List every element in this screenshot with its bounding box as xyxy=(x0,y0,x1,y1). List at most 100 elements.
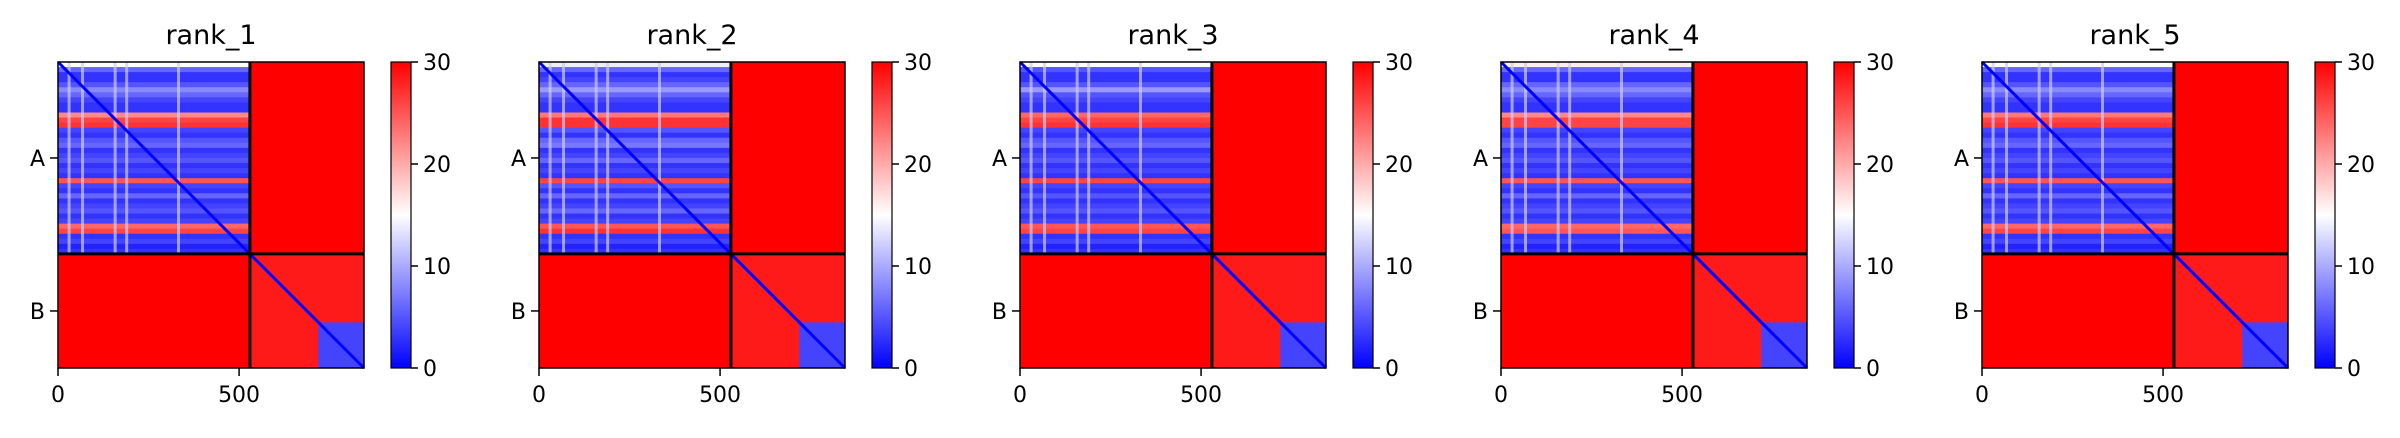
heatmap-streak xyxy=(1524,62,1528,254)
heatmap-row-a xyxy=(1982,97,2174,104)
colorbar-tick-label: 20 xyxy=(2347,153,2375,178)
colorbar-tick-label: 20 xyxy=(1385,153,1413,178)
pae-panel-3: rank_3 A B 0 500 0 10 20 30 xyxy=(992,20,1413,408)
axes-frame xyxy=(538,61,846,369)
heatmap-row-a xyxy=(539,208,731,215)
x-tick-label: 500 xyxy=(699,383,741,408)
axes-frame xyxy=(1981,61,2289,369)
heatmap-row-a xyxy=(539,173,731,179)
heatmap-diagonal xyxy=(1980,60,2290,370)
colorbar-tick-label: 30 xyxy=(1385,51,1413,76)
heatmap-row-a xyxy=(539,142,731,149)
heatmap-row-a xyxy=(1501,122,1693,129)
heatmap-row-a xyxy=(1020,82,1212,88)
heatmap-row-a xyxy=(58,183,250,189)
heatmap-row-a xyxy=(1020,77,1212,83)
heatmap-row-a xyxy=(1501,137,1693,144)
colorbar xyxy=(1833,61,1855,369)
heatmap-row-a xyxy=(1982,168,2174,174)
heatmap-row-a xyxy=(58,233,250,240)
heatmap-row-a xyxy=(1982,243,2174,250)
heatmap-streak xyxy=(81,62,85,254)
heatmap-row-a xyxy=(1982,228,2174,235)
heatmap-block-ab xyxy=(730,62,845,254)
heatmap-row-a xyxy=(1982,82,2174,88)
heatmap-row-a xyxy=(1020,178,1212,184)
heatmap-row-a xyxy=(1020,213,1212,220)
heatmap-row-a xyxy=(1501,112,1693,119)
heatmap-row-a xyxy=(1501,163,1693,169)
heatmap-row-a xyxy=(539,163,731,169)
x-tick-label: 500 xyxy=(1661,383,1703,408)
heatmap-block-ba xyxy=(1501,253,1693,368)
heatmap-row-a xyxy=(58,193,250,199)
colorbar-tick-label: 10 xyxy=(1385,255,1413,280)
heatmap-row-a xyxy=(1982,112,2174,119)
heatmap-row-a xyxy=(1020,208,1212,215)
heatmap-row-a xyxy=(1982,178,2174,184)
axes-frame xyxy=(57,61,365,369)
heatmap-row-a xyxy=(1982,198,2174,205)
heatmap-streak xyxy=(2101,62,2104,254)
heatmap-row-a xyxy=(1982,183,2174,189)
pae-panel-5: rank_5 A B 0 500 0 10 20 30 xyxy=(1954,20,2375,408)
heatmap-row-a xyxy=(1982,173,2174,179)
heatmap-row-a xyxy=(1982,107,2174,114)
heatmap-row-a xyxy=(1501,92,1693,98)
x-tick-label: 500 xyxy=(1180,383,1222,408)
heatmap-row-a xyxy=(1020,223,1212,230)
heatmap-row-a xyxy=(539,97,731,104)
heatmap-cells xyxy=(1018,60,1328,370)
heatmap-block-ab xyxy=(249,62,364,254)
heatmap-row-a xyxy=(1020,198,1212,205)
heatmap-streak xyxy=(2037,62,2041,254)
heatmap-row-a xyxy=(58,107,250,114)
heatmap-row-a xyxy=(1501,183,1693,189)
heatmap-row-a xyxy=(539,117,731,124)
heatmap-row-a xyxy=(539,77,731,83)
heatmap-row-a xyxy=(539,122,731,129)
x-tick-label: 500 xyxy=(2142,383,2184,408)
heatmap-streak xyxy=(1043,62,1047,254)
heatmap-cells xyxy=(1980,60,2290,370)
heatmap-row-a xyxy=(58,112,250,119)
heatmap-row-a xyxy=(1982,193,2174,199)
colorbar-tick-label: 0 xyxy=(1385,357,1399,382)
heatmap-row-a xyxy=(1501,213,1693,220)
heatmap-diagonal xyxy=(537,60,847,370)
heatmap-row-a xyxy=(1020,188,1212,194)
heatmap-row-a xyxy=(58,157,250,164)
colorbar-tick-label: 30 xyxy=(423,51,451,76)
heatmap-row-a xyxy=(1982,223,2174,230)
heatmap-row-a xyxy=(1020,152,1212,159)
heatmap-row-a xyxy=(539,198,731,205)
heatmap-row-a xyxy=(1501,168,1693,174)
heatmap-streak xyxy=(2049,62,2053,254)
y-tick-label: B xyxy=(992,300,1007,325)
heatmap-row-a xyxy=(539,243,731,250)
heatmap-row-a xyxy=(1020,137,1212,144)
heatmap-row-a xyxy=(1982,188,2174,194)
heatmap-row-a xyxy=(539,188,731,194)
heatmap-cells xyxy=(56,60,366,370)
heatmap-row-a xyxy=(58,223,250,230)
y-tick-label: B xyxy=(1473,300,1488,325)
heatmap-row-a xyxy=(1501,97,1693,104)
heatmap-row-a xyxy=(1020,228,1212,235)
heatmap-streak xyxy=(606,62,610,254)
heatmap-row-a xyxy=(1501,208,1693,215)
y-tick-label: A xyxy=(992,147,1007,172)
heatmap-row-a xyxy=(1020,122,1212,129)
x-tick-label: 0 xyxy=(1494,383,1508,408)
heatmap-row-a xyxy=(1982,77,2174,83)
heatmap-block-ab xyxy=(2173,62,2288,254)
heatmap-row-a xyxy=(539,67,731,73)
heatmap-row-a xyxy=(58,117,250,124)
heatmap-row-a xyxy=(539,223,731,230)
heatmap-row-a xyxy=(58,198,250,205)
heatmap-streak xyxy=(658,62,661,254)
heatmap-row-a xyxy=(539,152,731,159)
heatmap-row-a xyxy=(1501,107,1693,114)
heatmap-row-a xyxy=(1501,82,1693,88)
heatmap-row-a xyxy=(1982,67,2174,73)
